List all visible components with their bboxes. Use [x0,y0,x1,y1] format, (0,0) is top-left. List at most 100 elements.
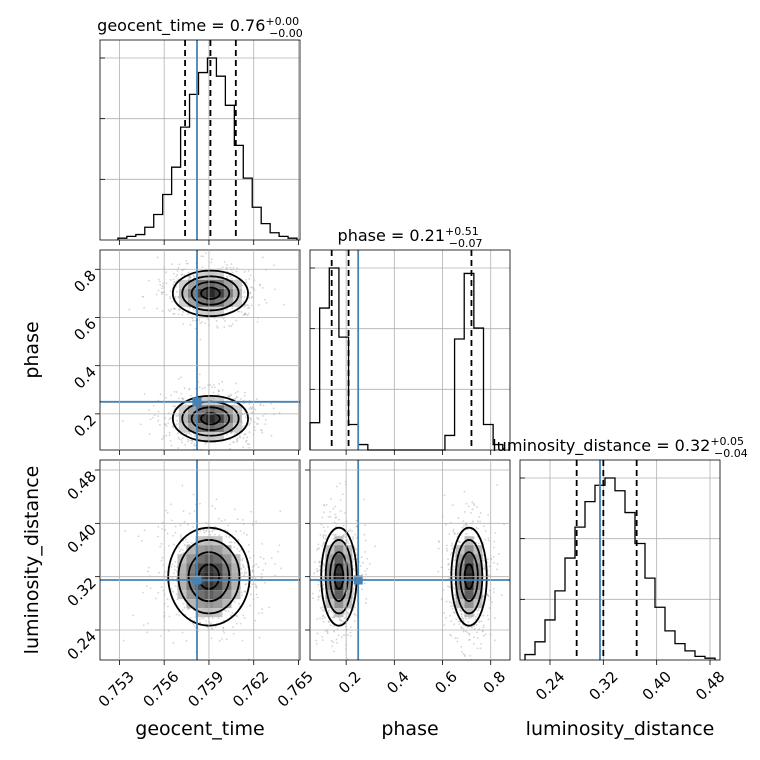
sample-point [236,390,239,393]
sample-point [336,641,338,644]
density-cell [232,288,242,298]
sample-point [472,643,475,645]
sample-point [243,291,246,294]
sample-point [476,631,478,634]
sample-point [204,442,207,445]
sample-point [183,387,186,389]
x-tick-label: 0.40 [639,668,675,704]
density-cell [205,432,215,442]
sample-point [334,505,337,508]
sample-point [251,577,254,579]
panel-frame [309,249,511,451]
panel-title-geocent_time: geocent_time = 0.76+0.00 −0.00 [97,15,303,40]
sample-point [317,561,320,564]
x-tick-label: 0.8 [480,668,510,698]
sample-point [242,614,244,617]
title-plus: +0.00 [265,15,299,28]
sample-point [243,402,245,405]
sample-point [246,436,249,439]
sample-point [247,312,250,315]
sample-point [328,609,330,611]
sample-point [257,612,260,615]
sample-point [236,310,239,313]
sample-point [185,259,188,262]
sample-point [205,620,207,622]
density-cell [214,396,224,406]
sample-point [234,402,236,405]
sample-point [199,530,202,533]
sample-point [488,607,491,609]
sample-point [146,622,149,625]
sample-point [259,403,262,405]
sample-point [175,423,178,426]
sample-point [487,618,490,621]
sample-point [172,426,175,428]
sample-point [468,639,470,641]
sample-point [488,565,491,568]
density-cell [196,297,206,307]
density-cell [222,563,232,573]
sample-point [211,386,214,389]
sample-point [248,402,251,405]
sample-point [190,394,192,397]
sample-point [179,524,182,527]
sample-point [250,593,252,596]
sample-point [199,455,201,457]
sample-point [179,535,182,538]
sample-point [153,414,156,417]
sample-point [146,585,148,588]
sample-point [217,454,219,456]
sample-point [261,612,263,614]
sample-point [374,545,377,548]
sample-point [158,571,160,574]
sample-point [178,546,180,549]
sample-point [174,560,177,563]
sample-point [256,416,259,419]
sample-point [187,313,190,315]
sample-point [159,545,162,548]
sample-point [330,610,333,613]
sample-point [255,423,258,425]
sample-point [159,393,162,396]
sample-point [241,427,244,429]
sample-point [339,499,342,501]
sample-point [482,630,484,633]
sample-point [243,270,246,273]
density-cell [222,554,232,564]
sample-point [168,310,171,313]
density-cell [334,581,344,591]
sample-point [307,549,309,551]
sample-point [139,423,142,426]
sample-point [228,541,231,544]
sample-point [352,538,354,540]
sample-point [364,539,367,542]
sample-point [487,514,490,516]
sample-point [191,439,193,442]
sample-point [193,444,196,447]
sample-point [171,300,173,303]
sample-point [248,604,251,607]
sample-point [476,520,479,523]
sample-point [329,624,332,627]
sample-point [254,583,257,586]
sample-point [245,439,248,442]
sample-point [332,612,335,614]
x-tick-label: 0.762 [229,668,272,711]
sample-point [335,516,338,519]
sample-point [338,617,341,620]
density-cell [232,297,242,307]
density-cell [231,563,241,573]
sample-point [148,433,151,435]
sample-point [241,572,243,574]
sample-point [346,541,349,543]
sample-point [268,606,271,609]
sample-point [231,323,234,326]
sample-point [353,606,356,609]
sample-point [265,301,268,304]
sample-point [243,532,245,535]
sample-point [464,676,466,678]
sample-point [339,622,342,625]
sample-point [199,322,202,325]
sample-point [172,307,175,310]
sample-point [321,516,324,519]
